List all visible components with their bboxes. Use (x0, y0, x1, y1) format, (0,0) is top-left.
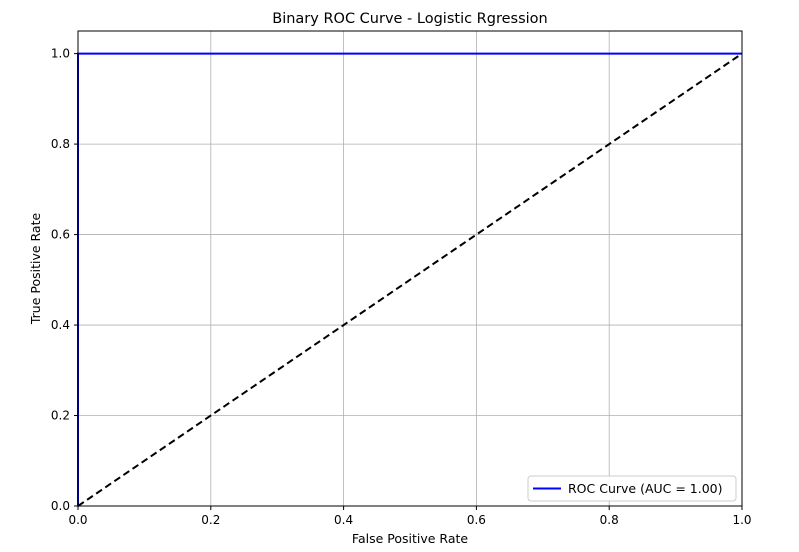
x-tick-label: 0.8 (600, 513, 619, 527)
axis-ticks: 0.0 0.2 0.4 0.6 0.8 1.0 0.0 0.2 0.4 0.6 0.8 1.0 (51, 47, 752, 527)
x-tick-label: 1.0 (732, 513, 751, 527)
plot-frame (77, 30, 743, 507)
x-tick-label: 0.4 (334, 513, 353, 527)
y-axis-label: True Positive Rate (28, 213, 43, 326)
x-tick-label: 0.2 (201, 513, 220, 527)
y-tick-label: 0.0 (51, 499, 70, 513)
y-tick-label: 0.6 (51, 228, 70, 242)
x-tick-label: 0.0 (68, 513, 87, 527)
legend-box (527, 475, 737, 502)
x-tick-label: 0.6 (467, 513, 486, 527)
y-tick-label: 0.8 (51, 137, 70, 151)
y-tick-label: 1.0 (51, 47, 70, 61)
y-tick-label: 0.2 (51, 409, 70, 423)
chance-diagonal-line (77, 52, 743, 507)
legend: ROC Curve (AUC = 1.00) (527, 475, 737, 502)
y-tick-label: 0.4 (51, 318, 70, 332)
x-axis-label: False Positive Rate (352, 531, 468, 546)
legend-label-roc: ROC Curve (AUC = 1.00) (568, 481, 723, 496)
chart-title: Binary ROC Curve - Logistic Rgression (272, 11, 547, 27)
